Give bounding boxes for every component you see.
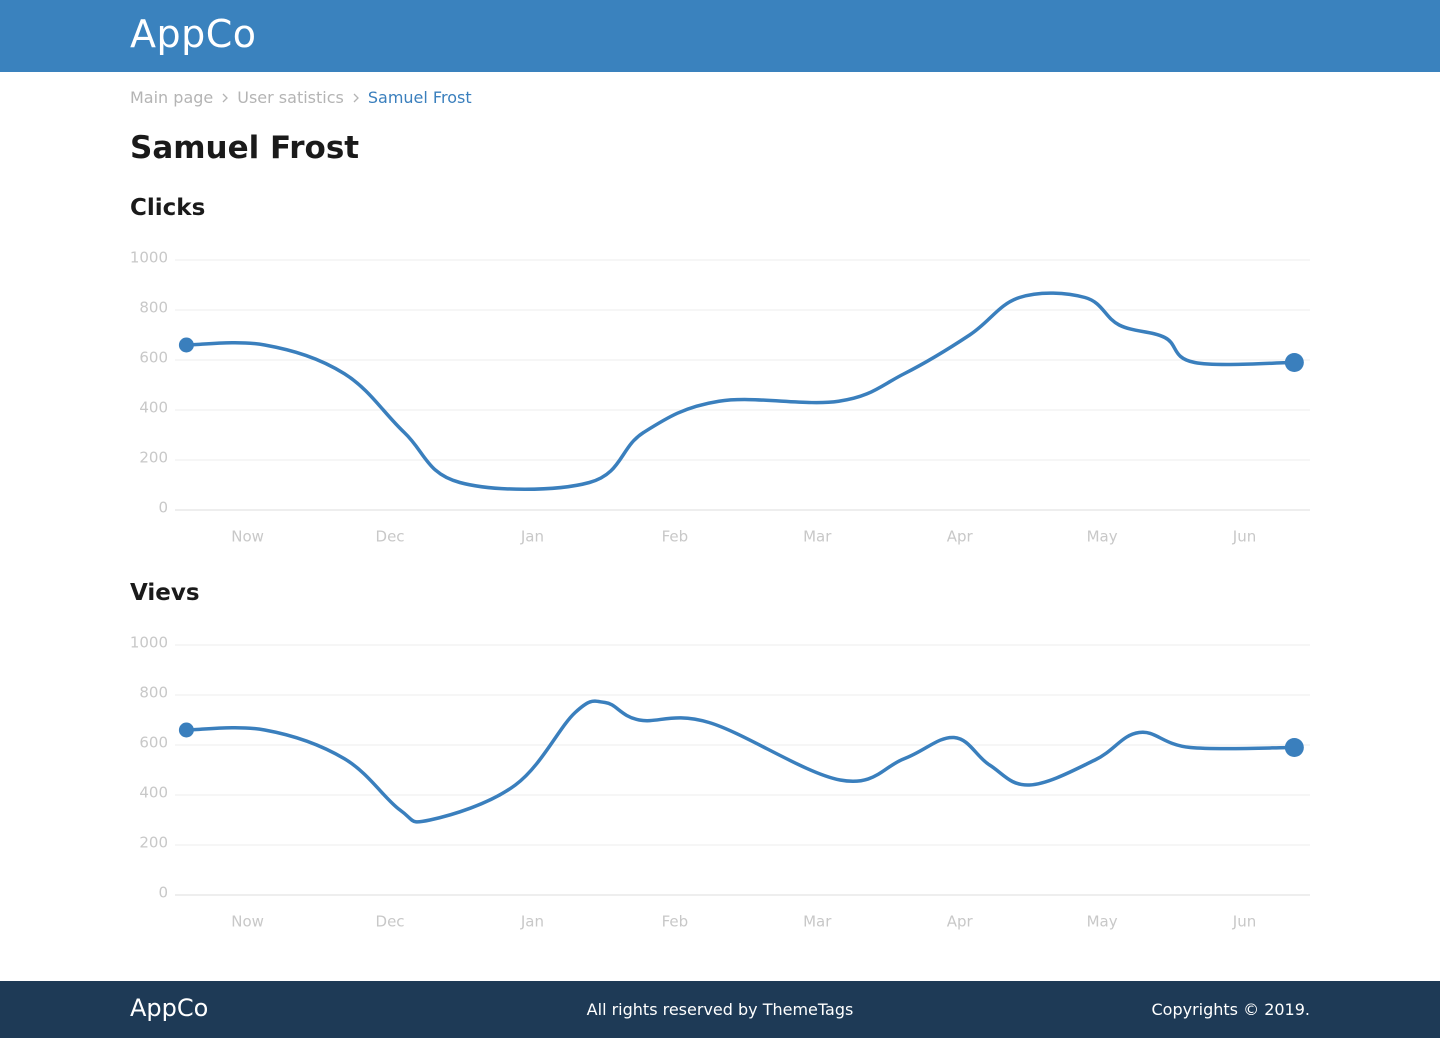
chart: 0 200 400 600 800 1000 Now Dec Jan Feb Mar Apr May Ju… — [130, 634, 1310, 931]
y-tick-label: 1000 — [130, 634, 168, 652]
x-tick-label: Dec — [376, 528, 405, 546]
point — [1284, 738, 1304, 757]
y-tick-label: 400 — [139, 399, 168, 417]
footer-logo[interactable]: AppCo — [130, 994, 209, 1022]
y-tick-label: 600 — [139, 349, 168, 367]
x-tick-label: Jan — [520, 528, 544, 546]
chart-title: Vievs — [130, 580, 200, 606]
x-tick-label: Feb — [662, 528, 689, 546]
y-tick-label: 800 — [139, 684, 168, 702]
x-tick-label: Apr — [947, 528, 974, 546]
footer: AppCo All rights reserved by ThemeTags C… — [0, 981, 1440, 1038]
logo[interactable]: AppCo — [130, 12, 257, 56]
x-tick-label: May — [1087, 528, 1118, 546]
y-tick-label: 600 — [139, 734, 168, 752]
x-tick-label: May — [1087, 913, 1118, 931]
x-tick-label: Now — [231, 528, 264, 546]
breadcrumb-link[interactable]: User satistics — [237, 88, 344, 107]
x-tick-label: Dec — [376, 913, 405, 931]
point — [178, 337, 194, 353]
breadcrumb-current: Samuel Frost — [367, 88, 472, 107]
x-tick-label: Mar — [803, 913, 832, 931]
y-tick-label: 1000 — [130, 249, 168, 267]
x-tick-label: Now — [231, 913, 264, 931]
point — [1284, 353, 1304, 372]
chart-title: Clicks — [130, 195, 206, 221]
line — [186, 291, 1295, 491]
footer-rights: All rights reserved by ThemeTags — [586, 1000, 854, 1019]
point — [178, 722, 194, 738]
top-bar: AppCo — [0, 0, 1440, 72]
footer-copyright: Copyrights © 2019. — [1151, 1000, 1311, 1019]
y-tick-label: 200 — [139, 449, 168, 467]
page-title: Samuel Frost — [130, 130, 360, 166]
chevron — [222, 93, 229, 102]
line — [186, 699, 1295, 824]
chevron — [353, 93, 359, 102]
breadcrumb-link[interactable]: Main page — [130, 88, 214, 107]
x-tick-label: Mar — [803, 528, 832, 546]
x-tick-label: Jun — [1232, 913, 1256, 931]
chart: 0 200 400 600 800 1000 Now Dec Jan Feb Mar Apr May Ju… — [130, 249, 1310, 546]
x-tick-label: Jan — [520, 913, 544, 931]
y-tick-label: 800 — [139, 299, 168, 317]
y-tick-label: 0 — [158, 499, 168, 517]
x-tick-label: Feb — [662, 913, 689, 931]
y-tick-label: 400 — [139, 784, 168, 802]
x-tick-label: Jun — [1232, 528, 1256, 546]
y-tick-label: 200 — [139, 834, 168, 852]
x-tick-label: Apr — [947, 913, 974, 931]
y-tick-label: 0 — [158, 884, 168, 902]
breadcrumb: Main page User satistics Samuel Frost — [130, 88, 472, 107]
